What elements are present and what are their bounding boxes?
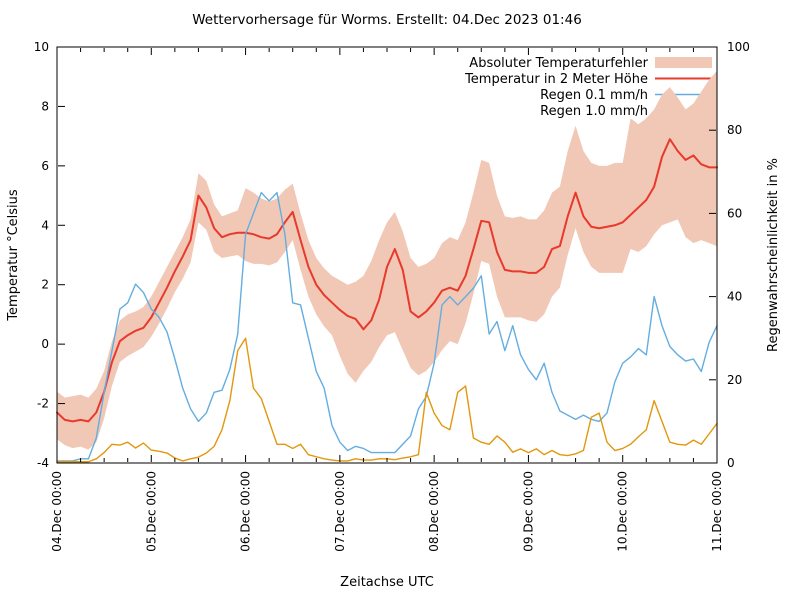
- y-right-tick-label: 100: [727, 40, 750, 54]
- y-left-tick-label: 8: [41, 99, 49, 113]
- x-tick-label: 06.Dec 00:00: [239, 471, 253, 552]
- legend: Absoluter Temperaturfehler Temperatur in…: [464, 56, 712, 119]
- legend-label-temperature-error: Absoluter Temperaturfehler: [469, 56, 648, 71]
- y-right-tick-label: 0: [727, 456, 735, 470]
- temperature-line: [56, 138, 718, 423]
- y-axis-left-label: Temperatur °Celsius: [6, 189, 21, 322]
- y-right-tick-label: 60: [727, 206, 742, 220]
- y-left-tick-label: -4: [37, 456, 49, 470]
- x-tick-label: 10.Dec 00:00: [616, 471, 630, 552]
- y-left-tick-label: 10: [34, 40, 49, 54]
- y-right-tick-label: 80: [727, 123, 742, 137]
- legend-label-rain-01: Regen 0.1 mm/h: [540, 88, 648, 103]
- y-left-tick-label: 6: [41, 159, 49, 173]
- legend-swatch-temperature-error-band: [655, 57, 712, 68]
- x-axis-label: Zeitachse UTC: [340, 575, 434, 590]
- x-tick-label: 04.Dec 00:00: [50, 471, 64, 552]
- legend-label-temperature: Temperatur in 2 Meter Höhe: [464, 72, 648, 87]
- y-left-tick-label: 4: [41, 218, 49, 232]
- y-left-tick-label: -2: [37, 397, 49, 411]
- chart-title: Wettervorhersage für Worms. Erstellt: 04…: [192, 12, 582, 28]
- x-tick-label: 07.Dec 00:00: [333, 471, 347, 552]
- plot-border: [56, 46, 718, 464]
- y-axis-right-label: Regenwahrscheinlichkeit in %: [766, 158, 781, 352]
- rain-10-line: [56, 337, 718, 463]
- x-tick-label: 09.Dec 00:00: [521, 471, 535, 552]
- rain-01-line: [56, 191, 718, 462]
- y-right-tick-label: 40: [727, 290, 742, 304]
- y-right-tick-label: 20: [727, 373, 742, 387]
- x-tick-label: 08.Dec 00:00: [427, 471, 441, 552]
- legend-label-rain-10: Regen 1.0 mm/h: [540, 104, 648, 119]
- y-left-tick-label: 0: [41, 337, 49, 351]
- x-tick-label: 05.Dec 00:00: [144, 471, 158, 552]
- temperature-error-band: [57, 70, 717, 450]
- y-left-tick-label: 2: [41, 278, 49, 292]
- x-tick-label: 11.Dec 00:00: [710, 471, 724, 552]
